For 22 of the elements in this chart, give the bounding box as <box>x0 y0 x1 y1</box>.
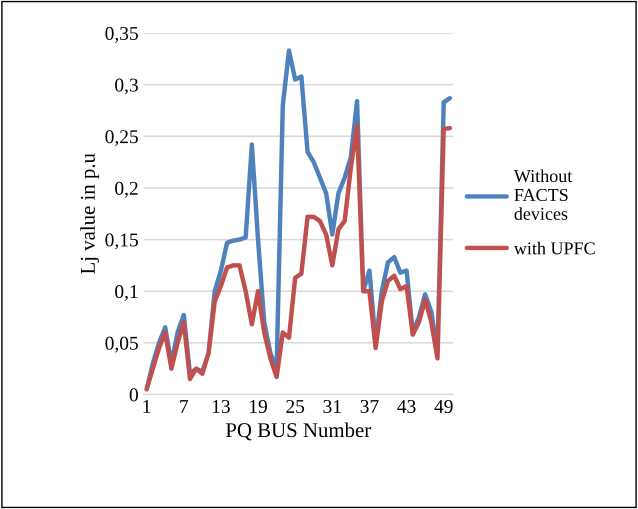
line-series <box>144 124 452 392</box>
x-tick-label: 19 <box>250 400 267 414</box>
legend-label: Without FACTS devices <box>514 169 572 220</box>
y-tick-label: 0,15 <box>105 233 138 250</box>
y-tick-label: 0 <box>130 388 138 402</box>
y-tick-label: 0,3 <box>115 78 138 94</box>
legend-label: with UPFC <box>514 242 595 254</box>
x-tick-label: 31 <box>324 400 341 414</box>
x-tick-label: 1 <box>143 400 150 413</box>
x-tick-label: 7 <box>180 400 188 413</box>
y-tick-label: 0,05 <box>105 336 138 353</box>
x-tick-label: 37 <box>360 400 379 414</box>
y-axis-title: Lj value in p.u <box>80 153 100 274</box>
x-tick-label: 43 <box>397 400 416 414</box>
x-tick-label: 13 <box>212 400 230 414</box>
y-tick-label: 0,1 <box>115 285 138 301</box>
y-tick-label: 0,2 <box>115 182 138 198</box>
y-tick-label: 0,25 <box>105 130 138 146</box>
x-axis-title: PQ BUS Number <box>226 422 372 440</box>
x-tick-label: 25 <box>286 400 304 414</box>
y-tick-label: 0,35 <box>105 26 138 43</box>
x-tick-label: 49 <box>434 400 453 414</box>
